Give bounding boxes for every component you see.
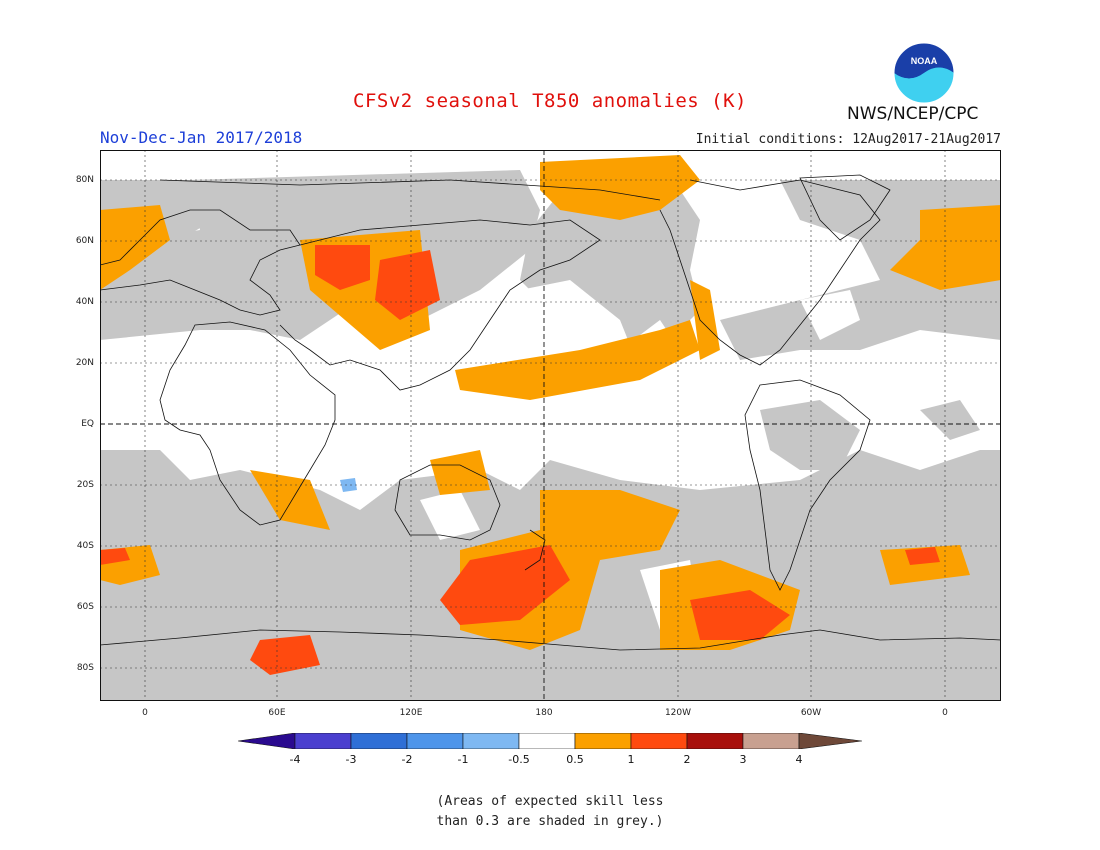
noaa-logo-icon: NOAA bbox=[893, 42, 955, 104]
lat-label: 80S bbox=[76, 663, 94, 673]
lon-label: 120W bbox=[664, 708, 692, 718]
colorbar-tick-label: -4 bbox=[289, 753, 301, 766]
lon-label: 120E bbox=[399, 708, 423, 718]
logo-text: NOAA bbox=[911, 56, 938, 66]
colorbar-tick-label: 1 bbox=[627, 753, 635, 766]
lon-label: 0 bbox=[942, 708, 948, 718]
lat-label: 40N bbox=[75, 297, 94, 307]
graticule bbox=[100, 150, 1001, 701]
colorbar bbox=[238, 733, 862, 749]
colorbar-segment bbox=[462, 733, 520, 749]
coastlines bbox=[100, 174, 1001, 651]
skill-note-line: than 0.3 are shaded in grey.) bbox=[436, 814, 664, 829]
colorbar-tick-label: 0.5 bbox=[566, 753, 584, 766]
red-anomaly-areas bbox=[100, 245, 940, 675]
lat-label: 40S bbox=[76, 541, 94, 551]
colorbar-segment bbox=[406, 733, 464, 749]
colorbar-segment bbox=[518, 733, 576, 749]
colorbar-tick-label: -2 bbox=[401, 753, 413, 766]
colorbar-segment bbox=[630, 733, 688, 749]
lon-label: 180 bbox=[535, 708, 553, 718]
colorbar-tick-label: -3 bbox=[345, 753, 357, 766]
chart-title: CFSv2 seasonal T850 anomalies (K) bbox=[353, 90, 747, 112]
lon-label: 60E bbox=[268, 708, 286, 718]
initial-conditions-label: Initial conditions: 12Aug2017-21Aug2017 bbox=[695, 132, 1001, 147]
skill-note: (Areas of expected skill less than 0.3 a… bbox=[400, 792, 700, 832]
agency-label: NWS/NCEP/CPC bbox=[847, 104, 979, 124]
lat-label: 60S bbox=[76, 602, 94, 612]
colorbar-tick-label: 4 bbox=[795, 753, 803, 766]
colorbar-segment bbox=[686, 733, 744, 749]
equator-dateline bbox=[100, 150, 1001, 701]
lon-label: 0 bbox=[142, 708, 148, 718]
lat-label: 20N bbox=[75, 358, 94, 368]
lat-label: 60N bbox=[75, 236, 94, 246]
lon-label: 60W bbox=[800, 708, 822, 718]
colorbar-tick-label: -1 bbox=[457, 753, 469, 766]
lat-label: EQ bbox=[81, 419, 94, 429]
season-label: Nov-Dec-Jan 2017/2018 bbox=[100, 128, 303, 147]
colorbar-arrow-left bbox=[238, 733, 296, 749]
skill-note-line: (Areas of expected skill less bbox=[436, 794, 664, 809]
anomaly-map bbox=[100, 150, 1001, 701]
lat-label: 20S bbox=[76, 480, 94, 490]
colorbar-segment bbox=[742, 733, 800, 749]
colorbar-segment bbox=[294, 733, 352, 749]
blue-anomaly-spot bbox=[340, 478, 357, 492]
colorbar-arrow-right bbox=[798, 733, 862, 749]
colorbar-tick-label: 3 bbox=[739, 753, 747, 766]
colorbar-tick-label: -0.5 bbox=[508, 753, 530, 766]
colorbar-segment bbox=[574, 733, 632, 749]
lat-label: 80N bbox=[75, 175, 94, 185]
colorbar-tick-label: 2 bbox=[683, 753, 691, 766]
colorbar-segment bbox=[350, 733, 408, 749]
